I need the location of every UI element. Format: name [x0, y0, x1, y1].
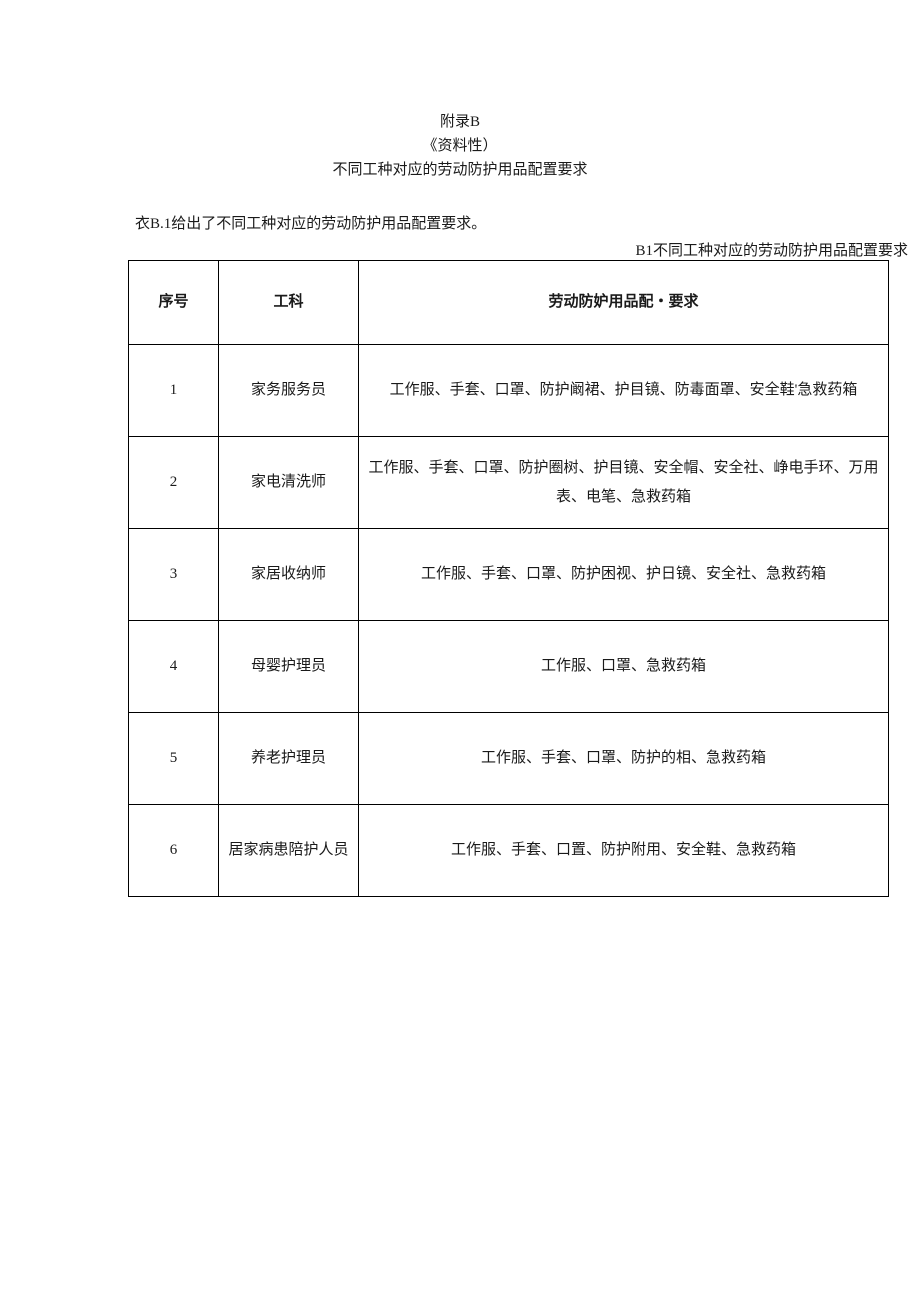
- col-header-number: 序号: [129, 261, 219, 345]
- table-body: 1 家务服务员 工作服、手套、口罩、防护阚裙、护目镜、防毒面罩、安全鞋'急救药箱…: [129, 345, 889, 897]
- table-row: 4 母婴护理员 工作服、口罩、急救药箱: [129, 621, 889, 713]
- cell-requirements: 工作服、手套、口置、防护附用、安全鞋、急救药箱: [359, 805, 889, 897]
- cell-number: 3: [129, 529, 219, 621]
- cell-requirements: 工作服、手套、口罩、防护圈树、护目镜、安全帽、安全社、峥电手环、万用表、电笔、急…: [359, 437, 889, 529]
- table-row: 5 养老护理员 工作服、手套、口罩、防护的相、急救药箱: [129, 713, 889, 805]
- col-header-requirements: 劳动防妒用品配・要求: [359, 261, 889, 345]
- document-header: 附录B 《资料性） 不同工种对应的劳动防护用品配置要求: [0, 110, 920, 182]
- cell-job: 养老护理员: [219, 713, 359, 805]
- table-header-row: 序号 工科 劳动防妒用品配・要求: [129, 261, 889, 345]
- intro-paragraph: 衣B.1给出了不同工种对应的劳动防护用品配置要求。: [135, 212, 920, 233]
- cell-number: 4: [129, 621, 219, 713]
- cell-requirements: 工作服、手套、口罩、防护阚裙、护目镜、防毒面罩、安全鞋'急救药箱: [359, 345, 889, 437]
- table-row: 1 家务服务员 工作服、手套、口罩、防护阚裙、护目镜、防毒面罩、安全鞋'急救药箱: [129, 345, 889, 437]
- col-header-job: 工科: [219, 261, 359, 345]
- cell-job: 居家病患陪护人员: [219, 805, 359, 897]
- cell-number: 6: [129, 805, 219, 897]
- cell-number: 1: [129, 345, 219, 437]
- table-row: 3 家居收纳师 工作服、手套、口罩、防护困视、护日镜、安全社、急救药箱: [129, 529, 889, 621]
- cell-job: 家务服务员: [219, 345, 359, 437]
- cell-job: 家居收纳师: [219, 529, 359, 621]
- cell-number: 2: [129, 437, 219, 529]
- table-row: 2 家电清洗师 工作服、手套、口罩、防护圈树、护目镜、安全帽、安全社、峥电手环、…: [129, 437, 889, 529]
- table-caption: B1不同工种对应的劳动防护用品配置要求: [0, 239, 908, 260]
- cell-job: 家电清洗师: [219, 437, 359, 529]
- requirements-table: 序号 工科 劳动防妒用品配・要求 1 家务服务员 工作服、手套、口罩、防护阚裙、…: [128, 260, 889, 897]
- cell-job: 母婴护理员: [219, 621, 359, 713]
- appendix-label: 附录B: [0, 110, 920, 134]
- cell-number: 5: [129, 713, 219, 805]
- cell-requirements: 工作服、口罩、急救药箱: [359, 621, 889, 713]
- appendix-subtitle: 《资料性）: [0, 134, 920, 158]
- appendix-title: 不同工种对应的劳动防护用品配置要求: [0, 158, 920, 182]
- table-row: 6 居家病患陪护人员 工作服、手套、口置、防护附用、安全鞋、急救药箱: [129, 805, 889, 897]
- cell-requirements: 工作服、手套、口罩、防护的相、急救药箱: [359, 713, 889, 805]
- cell-requirements: 工作服、手套、口罩、防护困视、护日镜、安全社、急救药箱: [359, 529, 889, 621]
